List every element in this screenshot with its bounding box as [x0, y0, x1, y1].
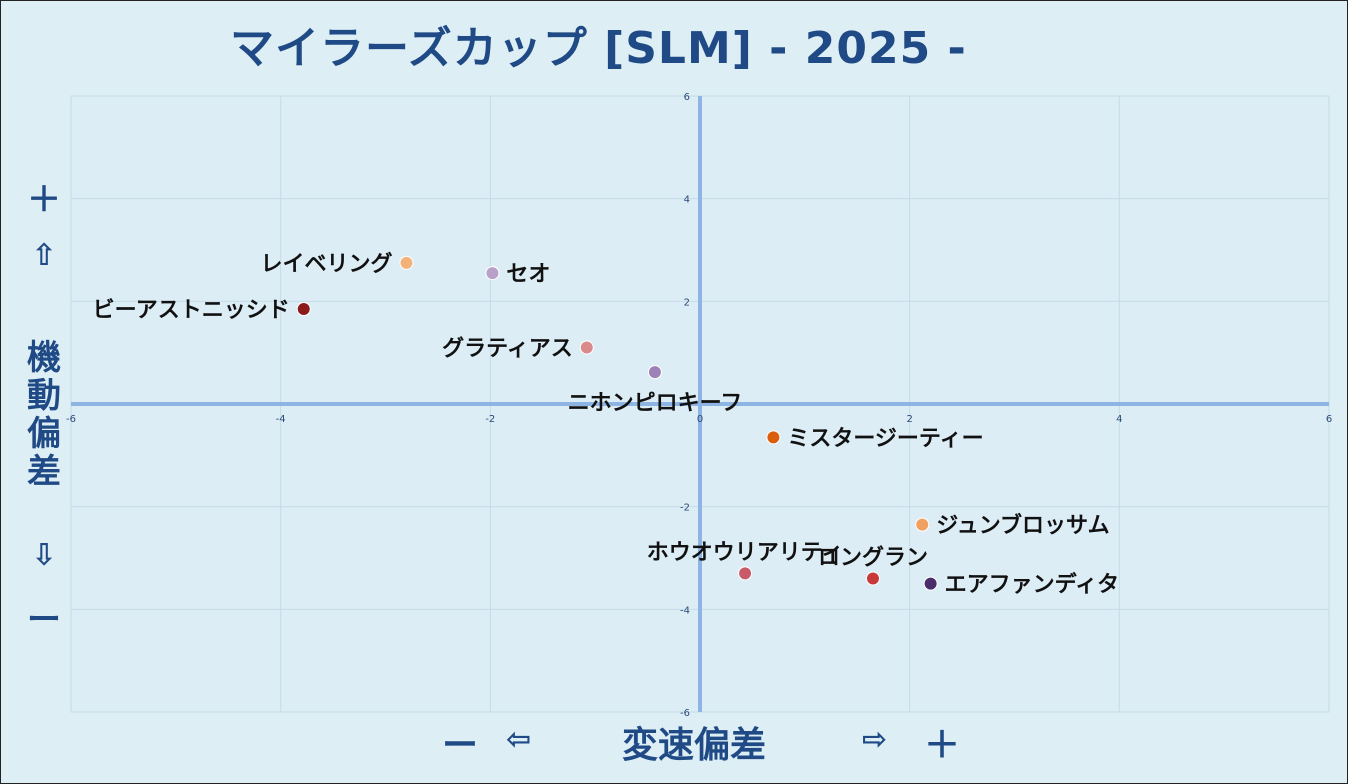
x-axis-left-arrow-icon: ⇦: [506, 722, 532, 757]
data-point: [738, 566, 753, 581]
data-point: [923, 576, 938, 591]
y-tick-label: 4: [684, 195, 690, 206]
y-axis-title-char-4: 差: [27, 452, 61, 492]
data-point-label: ニホンピロキーフ: [568, 391, 743, 416]
data-point: [399, 255, 414, 270]
data-point-label: レイベリング: [260, 251, 392, 277]
data-point-label: ホウオウリアリティ: [647, 540, 844, 565]
data-point-label: エアファンディタ: [945, 572, 1119, 598]
data-point-label: ビーアストニッシド: [93, 298, 290, 323]
x-tick-label: 6: [1326, 414, 1332, 425]
x-axis-title: 変速偏差: [622, 725, 767, 766]
x-tick-label: -2: [485, 414, 495, 425]
y-tick-label: -4: [680, 605, 690, 616]
data-point: [766, 430, 781, 445]
y-axis-title-char-1: 機: [27, 338, 61, 378]
y-axis-plus: ＋: [27, 180, 61, 220]
data-point-label: グラティアス: [442, 336, 573, 362]
y-tick-label: 6: [684, 92, 690, 103]
x-axis-right-arrow-icon: ⇨: [862, 722, 888, 757]
x-tick-label: -6: [66, 414, 76, 425]
y-axis-minus: ー: [27, 600, 61, 640]
data-point-label: ロングラン: [818, 545, 928, 571]
chart-title: マイラーズカップ [SLM] - 2025 -: [230, 23, 967, 74]
y-tick-label: 2: [684, 297, 690, 308]
y-axis-up-arrow-icon: ⇧: [31, 238, 57, 273]
y-tick-label: -2: [680, 503, 690, 514]
data-point-label: セオ: [506, 262, 550, 287]
x-tick-label: 0: [697, 414, 703, 425]
y-axis-title-char-2: 動: [27, 376, 61, 416]
data-point: [647, 365, 662, 380]
x-tick-label: 4: [1116, 414, 1122, 425]
data-point: [485, 266, 500, 281]
data-point: [865, 571, 880, 586]
y-axis-down-arrow-icon: ⇩: [31, 538, 57, 573]
data-point: [579, 340, 594, 355]
data-point-label: ミスタージーティー: [787, 426, 983, 451]
data-point-label: ジュンブロッサム: [936, 513, 1109, 539]
x-tick-label: -4: [276, 414, 286, 425]
x-axis-plus: ＋: [924, 725, 961, 766]
data-point: [915, 517, 930, 532]
y-axis-title-char-3: 偏: [27, 414, 61, 454]
y-tick-label: -6: [680, 708, 690, 719]
x-tick-label: 2: [906, 414, 912, 425]
x-axis-minus: ー: [442, 725, 479, 766]
data-point: [296, 302, 311, 317]
